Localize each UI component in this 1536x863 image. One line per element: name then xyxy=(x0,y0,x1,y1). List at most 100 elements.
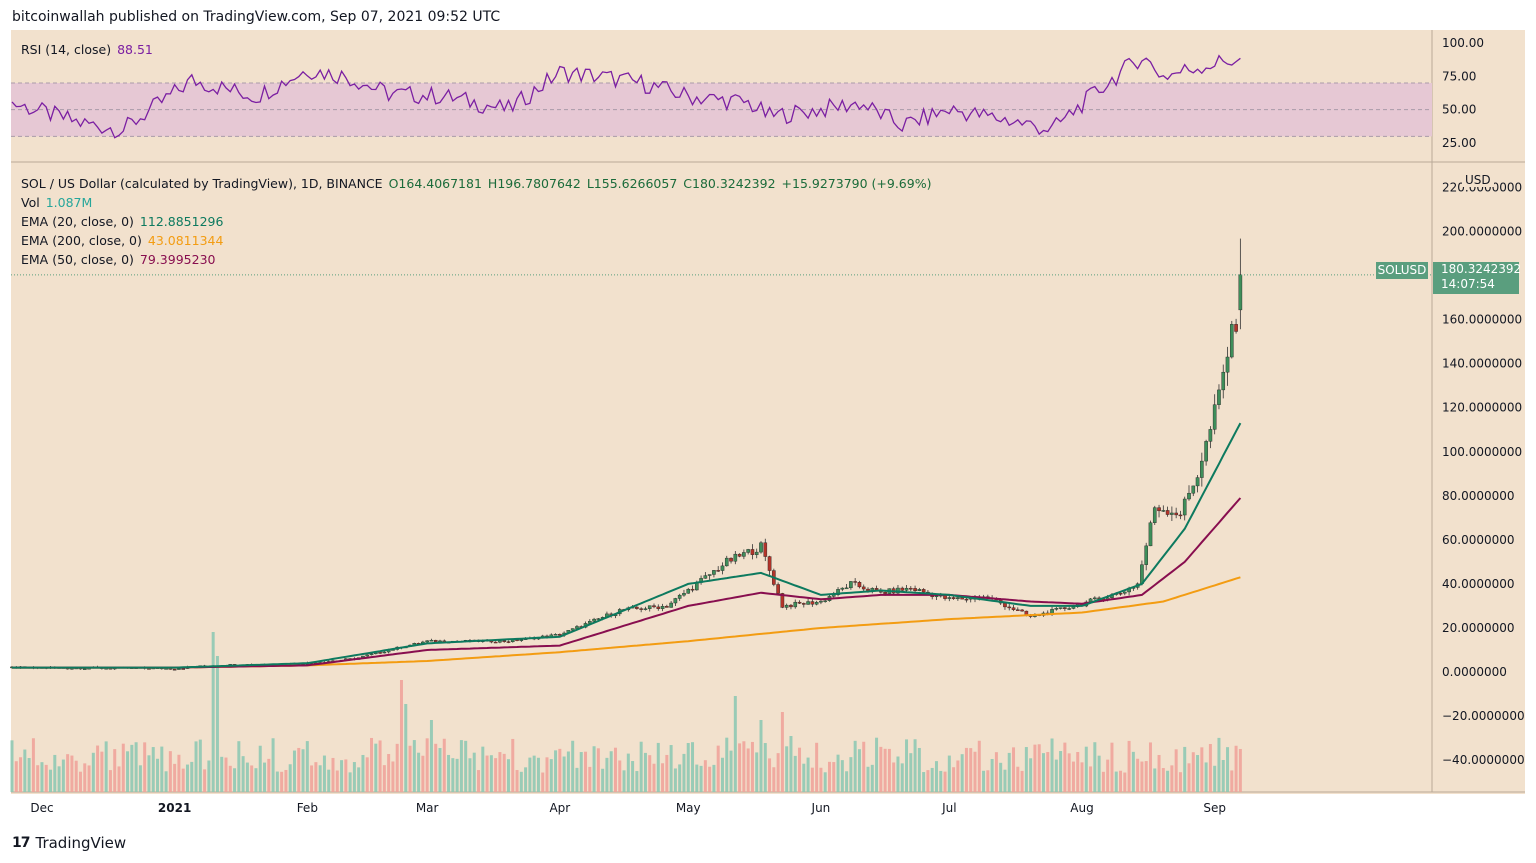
volume-bar xyxy=(1041,753,1045,792)
volume-bar xyxy=(421,755,425,792)
volume-bar xyxy=(263,762,267,792)
candle-body xyxy=(720,565,725,571)
volume-bar xyxy=(340,760,344,792)
candle-body xyxy=(1067,608,1071,610)
volume-bar xyxy=(49,769,53,792)
volume-bar xyxy=(909,753,913,792)
tradingview-brand[interactable]: 17 TradingView xyxy=(12,834,126,852)
candle-body xyxy=(1054,608,1059,610)
candle-body xyxy=(673,598,678,604)
candle-body xyxy=(425,640,429,643)
volume-bar xyxy=(327,769,331,792)
price-tick-label: 160.0000000 xyxy=(1442,313,1522,327)
candle-body xyxy=(506,641,511,643)
volume-bar xyxy=(438,748,442,792)
volume-bar xyxy=(117,766,121,792)
volume-bar xyxy=(1174,749,1178,792)
volume-bar xyxy=(1238,748,1242,792)
volume-bar xyxy=(314,762,318,792)
candle-body xyxy=(686,588,691,594)
volume-bar xyxy=(156,758,160,792)
candle-body xyxy=(703,575,708,579)
volume-bar xyxy=(845,771,849,792)
volume-bar xyxy=(832,762,836,792)
ema20-value: 112.8851296 xyxy=(139,214,224,229)
volume-bar xyxy=(1234,745,1238,792)
candle-body xyxy=(947,597,952,599)
candle-body xyxy=(1011,607,1016,610)
ema50-label: EMA (50, close, 0) xyxy=(21,252,134,267)
volume-bar xyxy=(335,770,339,792)
candle-body xyxy=(502,640,507,642)
candle-body xyxy=(776,584,780,594)
volume-bar xyxy=(224,757,228,792)
volume-bar xyxy=(164,771,168,792)
vol-legend: Vol 1.087M xyxy=(21,195,98,210)
volume-bar xyxy=(399,680,403,792)
volume-bar xyxy=(121,743,125,792)
volume-bar xyxy=(994,752,998,792)
candle-body xyxy=(806,601,810,605)
volume-bar xyxy=(515,770,519,792)
volume-bar xyxy=(900,763,904,792)
candle-body xyxy=(519,639,524,641)
open-value: O164.4067181 xyxy=(388,176,482,191)
footer xyxy=(0,824,1536,863)
candle-body xyxy=(900,587,905,591)
candle-body xyxy=(780,593,785,608)
volume-bar xyxy=(429,720,433,792)
volume-bar xyxy=(472,752,476,792)
volume-bar xyxy=(434,743,438,792)
candle-body xyxy=(382,651,387,654)
volume-bar xyxy=(280,771,284,792)
volume-bar xyxy=(100,751,104,792)
volume-bar xyxy=(1110,742,1114,792)
ema50-value: 79.3995230 xyxy=(139,252,216,267)
volume-bar xyxy=(138,765,142,792)
volume-bar xyxy=(802,763,806,792)
volume-bar xyxy=(1230,770,1234,792)
volume-bar xyxy=(793,755,797,792)
volume-bar xyxy=(455,758,459,792)
ema20-label: EMA (20, close, 0) xyxy=(21,214,134,229)
volume-bar xyxy=(1089,766,1093,792)
volume-bar xyxy=(669,745,673,792)
price-tick-label: 60.0000000 xyxy=(1442,533,1515,547)
candle-body xyxy=(1161,510,1166,512)
volume-bar xyxy=(1183,746,1187,792)
volume-bar xyxy=(198,739,202,792)
volume-bar xyxy=(990,758,994,792)
candle-body xyxy=(716,570,720,572)
candle-body xyxy=(1152,507,1157,523)
volume-bar xyxy=(862,741,866,792)
price-tick-label: −40.0000000 xyxy=(1442,753,1525,767)
volume-bar xyxy=(763,743,767,792)
volume-bar xyxy=(91,752,95,792)
candle-body xyxy=(857,582,862,588)
volume-bar xyxy=(541,772,545,792)
bar-countdown: 14:07:54 xyxy=(1441,277,1495,291)
ema20-line xyxy=(12,422,1242,669)
volume-bar xyxy=(1093,742,1097,792)
candle-body xyxy=(639,608,643,610)
volume-bar xyxy=(1063,742,1067,792)
candle-body xyxy=(592,618,596,622)
volume-bar xyxy=(870,764,874,792)
volume-bar xyxy=(823,772,827,792)
ema200-legend: EMA (200, close, 0) 43.0811344 xyxy=(21,233,229,248)
volume-bar xyxy=(1084,746,1088,792)
volume-bar xyxy=(1144,761,1148,792)
volume-bar xyxy=(566,751,570,792)
volume-bar xyxy=(686,742,690,792)
volume-bar xyxy=(656,742,660,792)
change-value: +15.9273790 (+9.69%) xyxy=(781,176,932,191)
volume-bar xyxy=(108,770,112,792)
candle-body xyxy=(682,593,686,596)
last-price: 180.3242392 xyxy=(1441,262,1522,276)
volume-bar xyxy=(477,770,481,792)
tradingview-logo-icon: 17 xyxy=(12,835,31,851)
candle-body xyxy=(904,587,909,591)
volume-bar xyxy=(639,741,643,792)
volume-bar xyxy=(370,737,374,792)
